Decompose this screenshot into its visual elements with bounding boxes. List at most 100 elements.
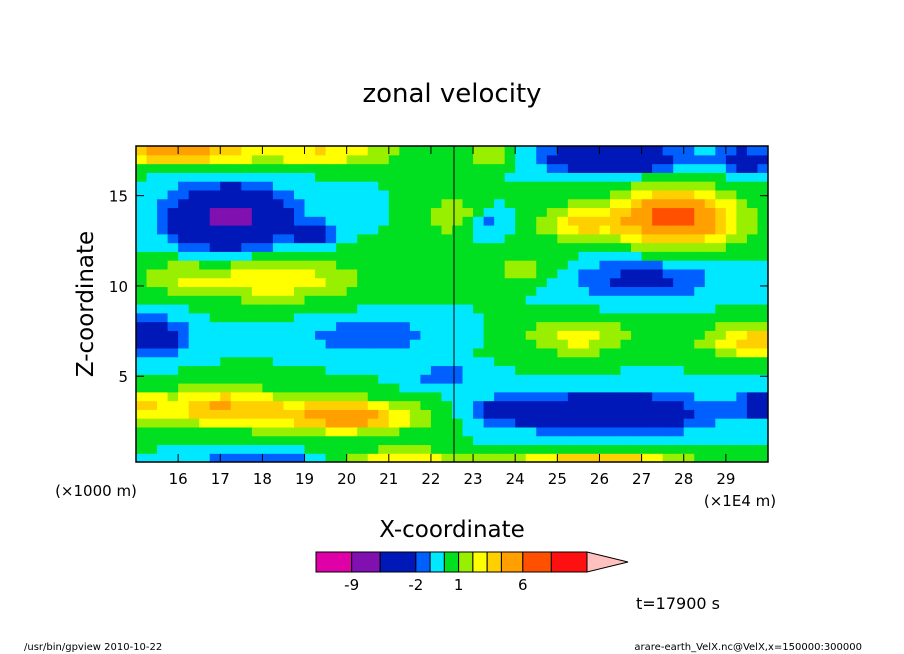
heatmap-cell — [136, 216, 148, 226]
heatmap-cell — [757, 172, 768, 182]
heatmap-cell — [536, 286, 548, 296]
heatmap-cell — [736, 321, 748, 331]
heatmap-cell — [694, 260, 706, 270]
heatmap-cell — [704, 347, 716, 358]
heatmap-cell — [430, 268, 443, 279]
heatmap-cell — [230, 146, 242, 156]
heatmap-cell — [251, 409, 263, 419]
heatmap-cell — [483, 242, 495, 252]
heatmap-cell — [641, 304, 653, 314]
heatmap-cell — [146, 242, 158, 252]
heatmap-cell — [209, 418, 221, 428]
x-axis-ticks: 16 17 18 19 20 21 22 23 24 25 26 27 28 29 — [169, 146, 735, 488]
heatmap-cell — [378, 260, 390, 270]
heatmap-cell — [178, 426, 190, 437]
heatmap-cell — [199, 251, 211, 261]
heatmap-cell — [631, 400, 643, 410]
heatmap-cell — [294, 365, 306, 375]
heatmap-cell — [483, 251, 495, 261]
heatmap-cell — [157, 444, 169, 454]
heatmap-cell — [146, 339, 158, 349]
heatmap-cell — [315, 435, 327, 446]
heatmap-cell — [588, 277, 601, 288]
heatmap-cell — [399, 383, 411, 393]
heatmap-cell — [241, 233, 253, 244]
heatmap-cell — [251, 383, 263, 393]
heatmap-cell — [325, 251, 337, 261]
heatmap-cell — [430, 304, 443, 314]
heatmap-cell — [346, 207, 358, 217]
heatmap-cell — [157, 312, 169, 323]
heatmap-cell — [452, 189, 464, 200]
heatmap-cell — [483, 225, 495, 235]
heatmap-cell — [736, 251, 748, 261]
heatmap-cell — [441, 198, 453, 209]
heatmap-cell — [599, 216, 611, 226]
heatmap-cell — [388, 339, 400, 349]
heatmap-cell — [525, 233, 537, 244]
heatmap-cell — [346, 277, 358, 288]
heatmap-cell — [578, 383, 590, 393]
heatmap-cell — [736, 374, 748, 384]
heatmap-cell — [294, 339, 306, 349]
heatmap-cell — [167, 400, 179, 410]
heatmap-cell — [441, 242, 453, 252]
heatmap-cell — [452, 321, 464, 331]
heatmap-cell — [736, 189, 748, 200]
heatmap-cell — [578, 146, 590, 156]
heatmap-cell — [757, 233, 768, 244]
x-tick-label: 24 — [506, 470, 525, 488]
heatmap-cell — [725, 356, 737, 367]
heatmap-cell — [631, 172, 643, 182]
heatmap-cell — [262, 339, 274, 349]
heatmap-cell — [673, 426, 685, 437]
heatmap-cell — [736, 426, 748, 437]
heatmap-cell — [294, 181, 306, 191]
heatmap-cell — [283, 242, 295, 252]
heatmap-cell — [430, 365, 443, 375]
heatmap-cell — [746, 321, 759, 331]
heatmap-cell — [683, 251, 695, 261]
heatmap-cell — [673, 260, 685, 270]
heatmap-cell — [546, 426, 558, 437]
heatmap-cell — [610, 207, 622, 217]
colorbar-segment — [486, 551, 502, 573]
heatmap-cell — [272, 426, 285, 437]
heatmap-cell — [146, 347, 158, 358]
heatmap-cell — [283, 295, 295, 305]
heatmap-cell — [262, 356, 274, 367]
heatmap-cell — [673, 312, 685, 323]
heatmap-cell — [715, 242, 727, 252]
heatmap-cell — [199, 242, 211, 252]
heatmap-cell — [641, 181, 653, 191]
heatmap-cell — [262, 295, 274, 305]
heatmap-cell — [473, 435, 485, 446]
heatmap-cell — [304, 391, 316, 402]
y-tick-label: 5 — [118, 368, 128, 386]
heatmap-cell — [578, 356, 590, 367]
heatmap-cell — [641, 426, 653, 437]
heatmap-cell — [336, 409, 348, 419]
heatmap-cell — [251, 242, 263, 252]
heatmap-cell — [304, 356, 316, 367]
heatmap-cell — [336, 391, 348, 402]
heatmap-cell — [325, 453, 337, 462]
heatmap-cell — [325, 444, 337, 454]
heatmap-cell — [652, 409, 664, 419]
heatmap-cell — [599, 312, 611, 323]
heatmap-cell — [304, 400, 316, 410]
heatmap-cell — [746, 312, 759, 323]
heatmap-cell — [430, 321, 443, 331]
heatmap-cell — [631, 251, 643, 261]
heatmap-cell — [409, 444, 421, 454]
heatmap-cell — [325, 154, 337, 165]
heatmap-cell — [736, 418, 748, 428]
heatmap-cell — [694, 312, 706, 323]
heatmap-cell — [188, 391, 200, 402]
heatmap-cell — [557, 295, 569, 305]
heatmap-cell — [452, 435, 464, 446]
heatmap-cell — [631, 435, 643, 446]
heatmap-cell — [736, 216, 748, 226]
heatmap-cell — [430, 172, 443, 182]
heatmap-cell — [272, 189, 285, 200]
